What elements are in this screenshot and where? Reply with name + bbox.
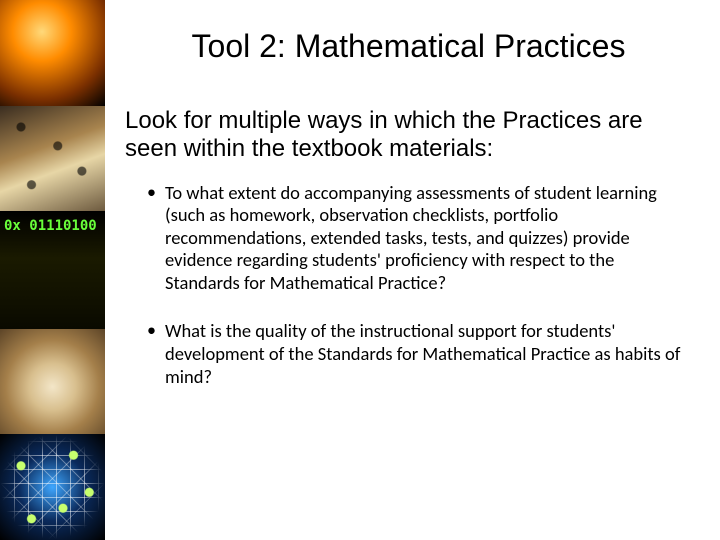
sidebar-panel-dice: [0, 106, 105, 212]
sidebar-panel-solar: [0, 0, 105, 106]
sidebar-panel-eye: [0, 329, 105, 435]
sidebar-panel-network: [0, 434, 105, 540]
slide-content: Tool 2: Mathematical Practices Look for …: [105, 0, 720, 540]
slide-lead-text: Look for multiple ways in which the Prac…: [125, 107, 692, 164]
decorative-sidebar: 0x 01110100: [0, 0, 105, 540]
bullet-item: To what extent do accompanying assessmen…: [147, 182, 692, 295]
sidebar-panel-binary: 0x 01110100: [0, 211, 105, 329]
bullet-list: To what extent do accompanying assessmen…: [125, 182, 692, 389]
slide-title: Tool 2: Mathematical Practices: [125, 28, 692, 65]
bullet-item: What is the quality of the instructional…: [147, 320, 692, 388]
slide: 0x 01110100 Tool 2: Mathematical Practic…: [0, 0, 720, 540]
